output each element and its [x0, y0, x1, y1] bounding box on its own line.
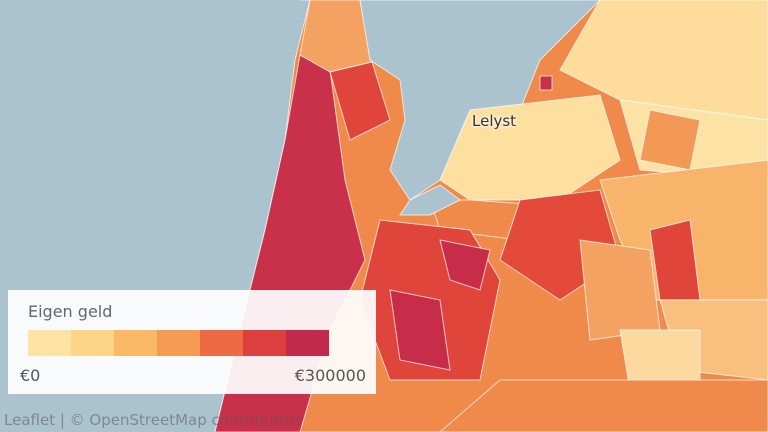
attribution[interactable]: Leaflet | © OpenStreetMap contributors: [4, 411, 303, 429]
region: [439, 379, 768, 432]
legend-swatch: [243, 330, 286, 356]
lake: [399, 184, 461, 216]
region: [439, 239, 491, 291]
region: [329, 61, 391, 141]
legend-min-label: €0: [20, 366, 41, 385]
legend-swatch: [71, 330, 114, 356]
region: [539, 75, 553, 91]
region: [299, 0, 373, 73]
place-label: Lelyst: [472, 112, 517, 130]
region: [389, 289, 451, 371]
legend-max-label: €300000: [294, 366, 366, 385]
region: [579, 239, 661, 341]
legend: Eigen geld €0 €300000: [8, 290, 376, 394]
legend-title: Eigen geld: [28, 302, 113, 321]
legend-swatch: [157, 330, 200, 356]
legend-swatches: [28, 330, 329, 356]
legend-swatch: [200, 330, 243, 356]
legend-swatch: [114, 330, 157, 356]
region: [639, 109, 701, 171]
legend-swatch: [286, 330, 329, 356]
lake: [359, 0, 601, 201]
legend-swatch: [28, 330, 71, 356]
